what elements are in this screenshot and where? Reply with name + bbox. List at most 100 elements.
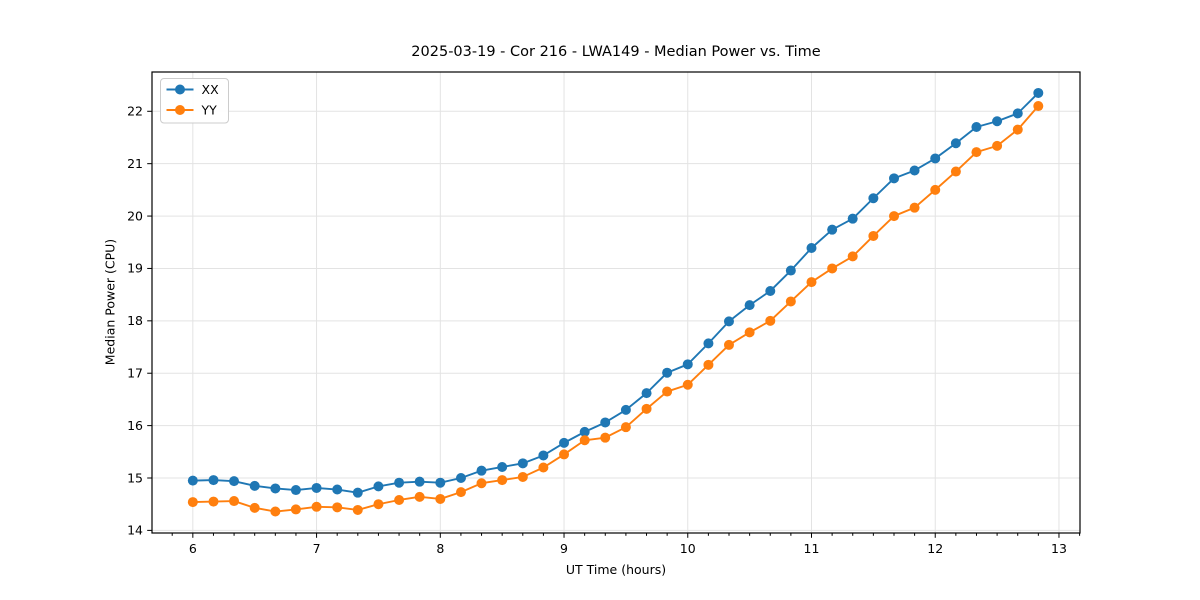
data-point (394, 477, 405, 488)
data-point (1033, 87, 1044, 98)
data-point (414, 476, 425, 487)
data-point (827, 263, 838, 274)
data-point (950, 166, 961, 177)
data-point (1012, 108, 1023, 119)
data-point (229, 496, 240, 507)
data-point (785, 265, 796, 276)
data-point (579, 426, 590, 437)
data-point (950, 138, 961, 149)
data-point (889, 173, 900, 184)
data-point (332, 502, 343, 513)
y-tick-label: 20 (127, 208, 143, 223)
data-point (497, 475, 508, 486)
data-point (311, 501, 322, 512)
series-xx (187, 87, 1044, 498)
data-point (352, 487, 363, 498)
data-point (662, 367, 673, 378)
data-point (723, 339, 734, 350)
data-point (847, 251, 858, 262)
data-point (847, 213, 858, 224)
y-axis-label: Median Power (CPU) (102, 238, 118, 366)
data-point (476, 478, 487, 489)
x-tick-label: 8 (436, 541, 444, 556)
data-point (744, 327, 755, 338)
data-point (455, 487, 466, 498)
data-point (559, 449, 570, 460)
data-point (229, 476, 240, 487)
data-point (600, 417, 611, 428)
y-tick-label: 16 (127, 418, 143, 433)
data-point (517, 458, 528, 469)
gridlines (152, 72, 1080, 533)
data-point (579, 435, 590, 446)
data-point (414, 491, 425, 502)
legend-label: XX (202, 82, 220, 97)
data-point (394, 494, 405, 505)
data-point (620, 404, 631, 415)
data-point (600, 432, 611, 443)
data-point (373, 481, 384, 492)
data-point (765, 285, 776, 296)
data-point (249, 480, 260, 491)
data-point (435, 493, 446, 504)
x-tick-label: 12 (927, 541, 943, 556)
data-point (455, 472, 466, 483)
data-point (187, 475, 198, 486)
data-point (971, 122, 982, 133)
data-point (641, 388, 652, 399)
data-point (703, 338, 714, 349)
x-tick-label: 9 (560, 541, 568, 556)
data-point (290, 504, 301, 515)
data-point (723, 316, 734, 327)
x-axis-label: UT Time (hours) (565, 562, 667, 577)
data-point (435, 477, 446, 488)
y-tick-label: 19 (127, 261, 143, 276)
data-point (373, 499, 384, 510)
data-point (517, 471, 528, 482)
axis-ticks (147, 110, 1081, 538)
plot-border (151, 71, 1081, 534)
data-point (270, 483, 281, 494)
data-point (785, 296, 796, 307)
data-point (1033, 101, 1044, 112)
y-tick-label: 22 (127, 104, 143, 119)
x-tick-labels: 6 7 8 9 10 11 12 13 (189, 541, 1067, 556)
chart-title: 2025-03-19 - Cor 216 - LWA149 - Median P… (411, 44, 821, 60)
data-point (476, 465, 487, 476)
data-point (868, 230, 879, 241)
data-point (538, 450, 549, 461)
series-markers (187, 101, 1044, 517)
data-point (208, 496, 219, 507)
data-point (1012, 124, 1023, 135)
y-tick-label: 14 (127, 523, 143, 538)
y-tick-label: 15 (127, 470, 143, 485)
legend-marker (175, 105, 185, 115)
data-point (992, 116, 1003, 127)
data-point (187, 497, 198, 508)
x-tick-label: 13 (1051, 541, 1067, 556)
y-tick-label: 17 (127, 366, 143, 381)
data-point (641, 403, 652, 414)
data-point (290, 485, 301, 496)
legend-item-yy: YY (166, 102, 217, 117)
data-point (208, 475, 219, 486)
data-point (270, 506, 281, 517)
data-point (992, 140, 1003, 151)
data-point (806, 243, 817, 254)
data-point (765, 315, 776, 326)
data-point (497, 461, 508, 472)
x-tick-label: 7 (313, 541, 321, 556)
data-point (806, 277, 817, 288)
data-point (909, 202, 920, 213)
data-point (352, 504, 363, 515)
x-tick-label: 6 (189, 541, 197, 556)
data-point (703, 359, 714, 370)
data-point (930, 184, 941, 195)
data-point (682, 379, 693, 390)
y-tick-labels: 14 15 16 17 18 19 20 21 22 (127, 104, 143, 538)
data-point (662, 386, 673, 397)
legend-marker (175, 84, 185, 95)
series-markers (187, 87, 1044, 498)
